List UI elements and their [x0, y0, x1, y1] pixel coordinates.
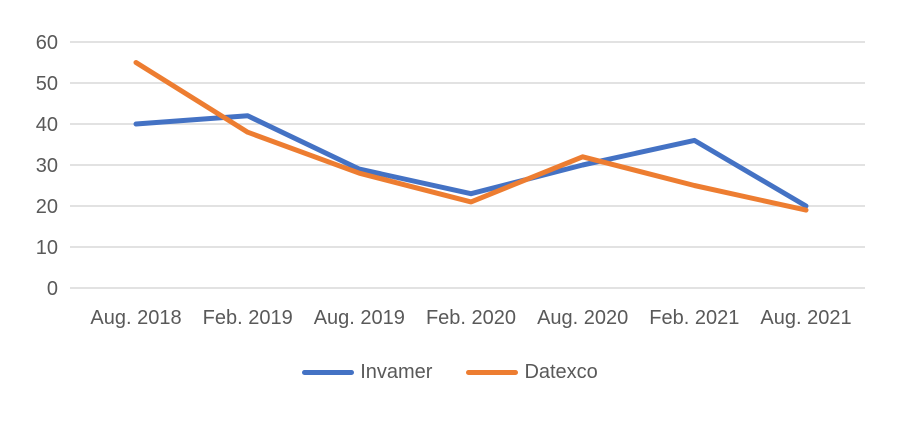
x-axis-tick-label: Aug. 2021	[760, 307, 851, 329]
y-axis-tick-label: 20	[36, 196, 58, 218]
y-axis-tick-label: 30	[36, 155, 58, 177]
chart-legend: Invamer Datexco	[0, 362, 900, 382]
legend-item-invamer: Invamer	[302, 362, 432, 382]
legend-label: Datexco	[524, 361, 598, 383]
legend-item-datexco: Datexco	[466, 361, 598, 383]
x-axis-tick-label: Feb. 2019	[203, 307, 293, 329]
series-line-datexco	[133, 60, 809, 213]
y-axis-tick-label: 10	[36, 237, 58, 259]
y-axis-tick-label: 40	[36, 114, 58, 136]
x-axis-tick-label: Feb. 2021	[649, 307, 739, 329]
y-axis-tick-label: 0	[47, 278, 58, 300]
y-axis-tick-label: 60	[36, 32, 58, 54]
x-axis-tick-label: Aug. 2019	[314, 307, 405, 329]
x-axis-tick-label: Aug. 2020	[537, 307, 628, 329]
series-line-invamer	[133, 113, 809, 209]
y-axis-tick-label: 50	[36, 73, 58, 95]
legend-line-swatch-invamer	[302, 369, 355, 375]
x-axis-tick-label: Aug. 2018	[90, 307, 181, 329]
legend-label: Invamer	[360, 361, 433, 383]
x-axis-tick-label: Feb. 2020	[426, 307, 516, 329]
legend-line-swatch-datexco	[466, 369, 519, 375]
